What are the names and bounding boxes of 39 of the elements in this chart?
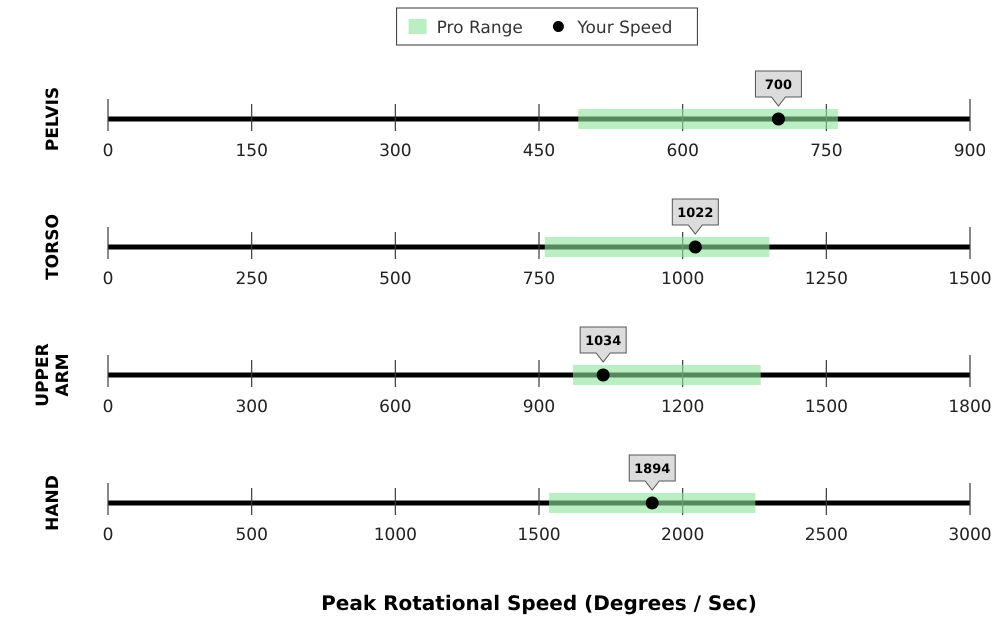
data-label: 1034 [585, 334, 622, 349]
x-tick-label: 300 [235, 397, 268, 417]
x-tick-label: 750 [522, 269, 556, 289]
legend-label: Pro Range [436, 18, 523, 38]
x-tick-label: 0 [102, 141, 114, 161]
x-tick-label: 1800 [948, 397, 992, 417]
y-tick-label: PELVIS [43, 86, 63, 152]
y-tick-label: HAND [43, 475, 63, 531]
x-tick-label: 250 [235, 269, 268, 289]
x-axis-title: Peak Rotational Speed (Degrees / Sec) [321, 591, 757, 615]
y-tick-label: TORSO [43, 214, 63, 280]
x-tick-label: 0 [102, 269, 114, 289]
x-tick-label: 1500 [517, 525, 561, 545]
x-tick-label: 300 [379, 141, 412, 161]
y-tick-label: UPPER ARM [33, 343, 73, 407]
x-tick-label: 900 [954, 141, 986, 161]
x-tick-label: 1250 [804, 269, 848, 289]
x-tick-label: 600 [666, 141, 699, 161]
x-tick-label: 900 [522, 397, 556, 417]
x-tick-label: 1500 [948, 269, 992, 289]
x-tick-label: 500 [379, 269, 412, 289]
legend-label: Your Speed [576, 18, 672, 38]
x-tick-label: 2000 [661, 525, 704, 545]
data-label: 700 [764, 78, 792, 93]
x-tick-label: 0 [102, 397, 114, 417]
x-tick-label: 1200 [661, 397, 704, 417]
x-tick-label: 150 [235, 141, 268, 161]
x-tick-label: 600 [379, 397, 412, 417]
data-label: 1894 [634, 462, 670, 477]
x-tick-label: 2500 [804, 525, 848, 545]
x-tick-label: 500 [235, 525, 268, 545]
x-tick-label: 750 [810, 141, 843, 161]
x-tick-label: 1500 [804, 397, 848, 417]
data-label: 1022 [677, 206, 714, 221]
x-tick-label: 450 [522, 141, 556, 161]
x-tick-label: 1000 [374, 525, 417, 545]
x-tick-label: 1000 [661, 269, 704, 289]
x-tick-label: 3000 [948, 525, 992, 545]
x-tick-label: 0 [102, 525, 114, 545]
